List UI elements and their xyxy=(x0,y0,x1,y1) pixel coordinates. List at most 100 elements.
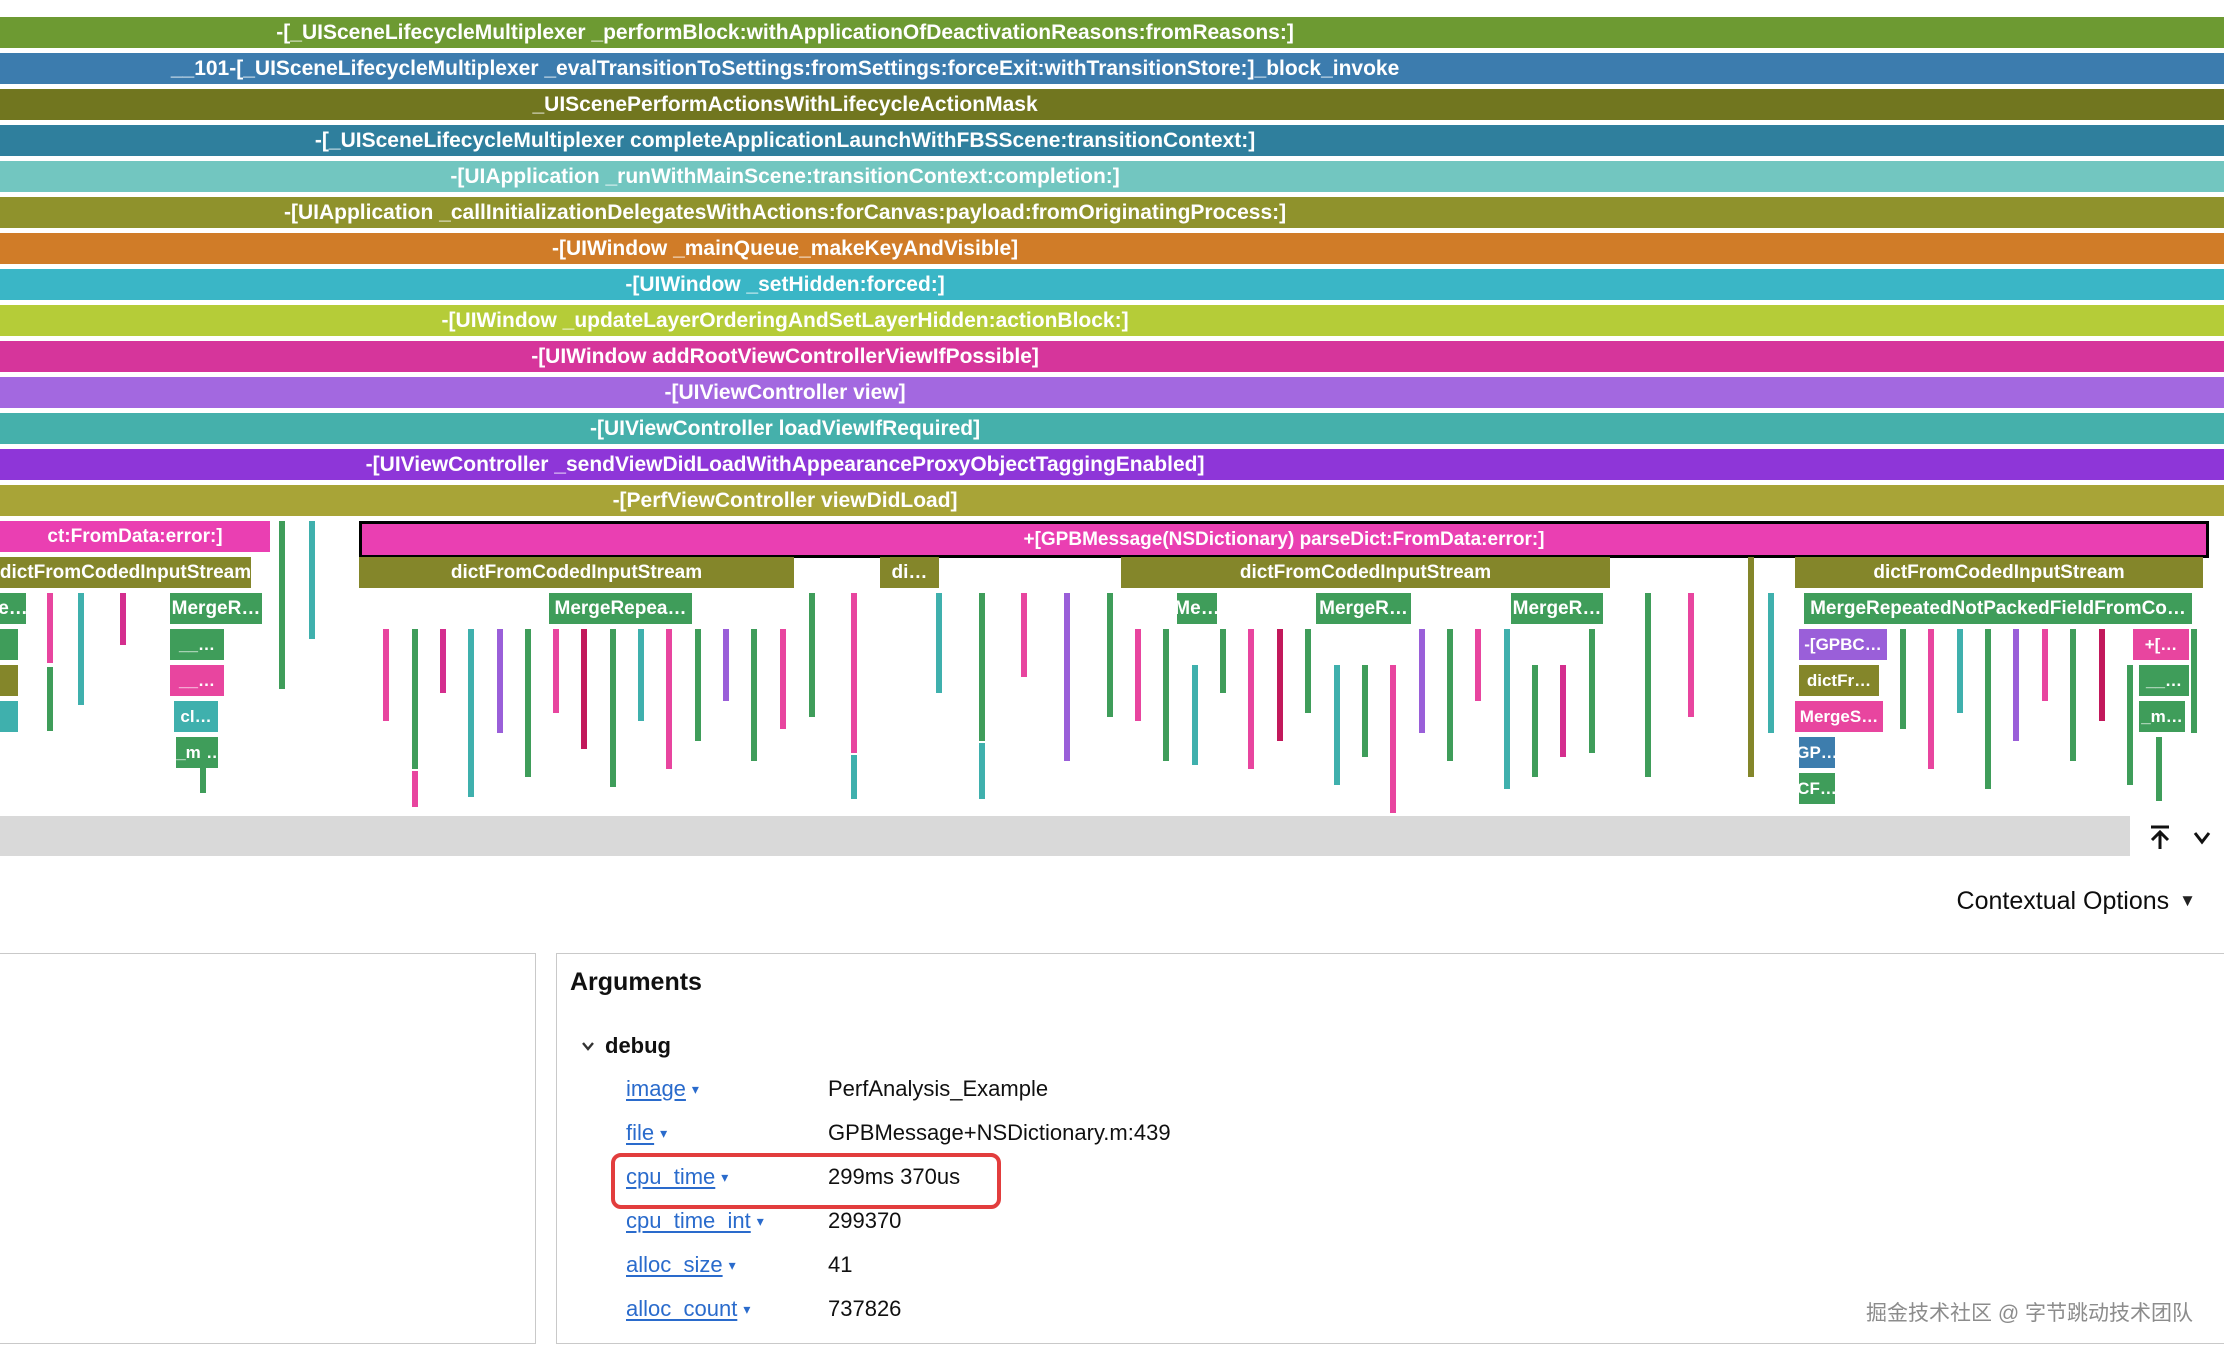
flame-frame[interactable]: __… xyxy=(2139,665,2189,696)
chevron-down-icon[interactable] xyxy=(2184,820,2220,854)
arg-key-image[interactable]: image ▾ xyxy=(626,1076,699,1102)
flame-frame[interactable]: MergeRepea… xyxy=(549,593,692,624)
flame-frame[interactable]: -[UIApplication _callInitializationDeleg… xyxy=(0,197,2224,228)
flame-frame-sliver[interactable] xyxy=(666,629,672,769)
flame-frame-sliver[interactable] xyxy=(1900,629,1906,729)
flame-frame-sliver[interactable] xyxy=(581,629,587,749)
arg-key-alloc_size[interactable]: alloc_size ▾ xyxy=(626,1252,736,1278)
flame-frame[interactable]: MergeRepeatedNotPackedFieldFromCo… xyxy=(1804,593,2192,624)
flame-frame[interactable]: __… xyxy=(170,629,224,660)
flame-frame-sliver[interactable] xyxy=(1305,629,1311,713)
flame-frame-sliver[interactable] xyxy=(979,593,985,741)
flame-frame[interactable]: CF… xyxy=(1799,773,1835,804)
flame-frame-sliver[interactable] xyxy=(1021,593,1027,677)
flame-frame-sliver[interactable] xyxy=(1220,629,1226,693)
flame-frame[interactable]: -[_UISceneLifecycleMultiplexer completeA… xyxy=(0,125,2224,156)
arg-key-file[interactable]: file ▾ xyxy=(626,1120,667,1146)
flame-frame-sliver[interactable] xyxy=(979,743,985,799)
flame-frame-sliver[interactable] xyxy=(120,593,126,645)
flame-frame-sliver[interactable] xyxy=(1362,665,1368,757)
flame-frame-sliver[interactable] xyxy=(1985,629,1991,789)
flame-frame[interactable]: dictFromCodedInputStream xyxy=(359,557,794,588)
flame-frame[interactable]: GP… xyxy=(1799,737,1835,768)
flame-frame-sliver[interactable] xyxy=(47,667,53,731)
flame-frame-sliver[interactable] xyxy=(1163,629,1169,761)
flame-frame[interactable]: Me… xyxy=(1177,593,1217,624)
flame-frame[interactable]: _m… xyxy=(2139,701,2185,732)
flame-frame[interactable]: __101-[_UISceneLifecycleMultiplexer _eva… xyxy=(0,53,2224,84)
arg-key-cpu_time_int[interactable]: cpu_time_int ▾ xyxy=(626,1208,764,1234)
flame-frame-sliver[interactable] xyxy=(936,593,942,693)
flame-frame-sliver[interactable] xyxy=(2156,737,2162,801)
flame-frame-sliver[interactable] xyxy=(1475,629,1481,701)
flame-frame-sliver[interactable] xyxy=(1192,665,1198,765)
flame-frame-sliver[interactable] xyxy=(851,593,857,753)
flame-frame-sliver[interactable] xyxy=(851,755,857,799)
flame-frame-sliver[interactable] xyxy=(200,737,206,793)
arg-key-cpu_time[interactable]: cpu_time ▾ xyxy=(626,1164,728,1190)
flame-frame-sliver[interactable] xyxy=(468,629,474,797)
flame-frame-sliver[interactable] xyxy=(1748,557,1754,777)
debug-disclosure[interactable]: debug xyxy=(579,1032,671,1060)
flame-frame[interactable]: e… xyxy=(0,593,26,624)
flame-frame-sliver[interactable] xyxy=(610,629,616,787)
flame-frame[interactable]: +[… xyxy=(2133,629,2189,660)
flame-frame-sliver[interactable] xyxy=(1532,665,1538,777)
flame-frame[interactable]: -[UIWindow addRootViewControllerViewIfPo… xyxy=(0,341,2224,372)
flame-frame-sliver[interactable] xyxy=(383,629,389,721)
arg-key-alloc_count[interactable]: alloc_count ▾ xyxy=(626,1296,750,1322)
flame-frame-sliver[interactable] xyxy=(695,629,701,741)
contextual-options-button[interactable]: Contextual Options ▼ xyxy=(1957,878,2196,924)
flame-frame-sliver[interactable] xyxy=(1334,665,1340,785)
flame-frame-sliver[interactable] xyxy=(638,629,644,721)
flame-frame-sliver[interactable] xyxy=(2127,665,2133,785)
flame-frame-sliver[interactable] xyxy=(1390,665,1396,813)
flame-frame-sliver[interactable] xyxy=(1419,629,1425,733)
flame-frame[interactable]: ct:FromData:error:] xyxy=(0,521,270,552)
flame-frame[interactable]: MergeR… xyxy=(170,593,262,624)
flame-frame-sliver[interactable] xyxy=(309,521,315,639)
flame-frame-sliver[interactable] xyxy=(723,629,729,701)
flame-frame[interactable]: dictFromCodedInputStream xyxy=(0,557,251,588)
flame-frame[interactable]: di… xyxy=(880,557,939,588)
flame-frame-sliver[interactable] xyxy=(809,593,815,717)
flame-graph[interactable]: -[_UISceneLifecycleMultiplexer _performB… xyxy=(0,0,2224,816)
flame-frame[interactable]: -[UIWindow _updateLayerOrderingAndSetLay… xyxy=(0,305,2224,336)
flame-frame-sliver[interactable] xyxy=(780,629,786,729)
flame-frame-sliver[interactable] xyxy=(1645,593,1651,777)
flame-frame-sliver[interactable] xyxy=(1957,629,1963,713)
flame-frame[interactable]: MergeR… xyxy=(1316,593,1411,624)
flame-frame[interactable]: __… xyxy=(170,665,224,696)
scroll-to-top-icon[interactable] xyxy=(2142,820,2178,854)
flame-frame-sliver[interactable] xyxy=(1688,593,1694,717)
flame-frame-sliver[interactable] xyxy=(1248,629,1254,769)
flame-frame-sliver[interactable] xyxy=(2042,629,2048,701)
flame-frame[interactable]: -[UIWindow _setHidden:forced:] xyxy=(0,269,2224,300)
flame-frame[interactable]: _m… xyxy=(176,737,218,768)
flame-frame-sliver[interactable] xyxy=(1928,629,1934,769)
flame-frame-sliver[interactable] xyxy=(1107,593,1113,717)
flame-frame-sliver[interactable] xyxy=(1447,629,1453,761)
flame-frame-sliver[interactable] xyxy=(412,629,418,769)
flame-frame[interactable]: cl… xyxy=(174,701,218,732)
flame-frame[interactable]: dictFromCodedInputStream xyxy=(1121,557,1610,588)
flame-frame[interactable]: -[UIViewController _sendViewDidLoadWithA… xyxy=(0,449,2224,480)
flame-frame[interactable]: MergeR… xyxy=(1511,593,1603,624)
flame-frame-sliver[interactable] xyxy=(497,629,503,733)
flame-frame-sliver[interactable] xyxy=(1589,629,1595,753)
flame-frame-sliver[interactable] xyxy=(440,629,446,693)
flame-frame[interactable]: _UIScenePerformActionsWithLifecycleActio… xyxy=(0,89,2224,120)
scrollbar-track[interactable] xyxy=(0,816,2130,856)
flame-frame[interactable]: -[UIViewController view] xyxy=(0,377,2224,408)
flame-frame-sliver[interactable] xyxy=(1560,665,1566,757)
flame-frame-sliver[interactable] xyxy=(525,629,531,777)
flame-frame-sliver[interactable] xyxy=(1504,629,1510,789)
flame-frame-sliver[interactable] xyxy=(47,593,53,663)
flame-frame[interactable]: -[GPBC… xyxy=(1799,629,1887,660)
flame-frame-sliver[interactable] xyxy=(1135,629,1141,721)
flame-frame-sliver[interactable] xyxy=(279,521,285,689)
flame-frame[interactable]: -[PerfViewController viewDidLoad] xyxy=(0,485,2224,516)
flame-frame[interactable]: -[UIApplication _runWithMainScene:transi… xyxy=(0,161,2224,192)
flame-frame[interactable] xyxy=(0,629,18,660)
flame-frame[interactable] xyxy=(0,701,18,732)
